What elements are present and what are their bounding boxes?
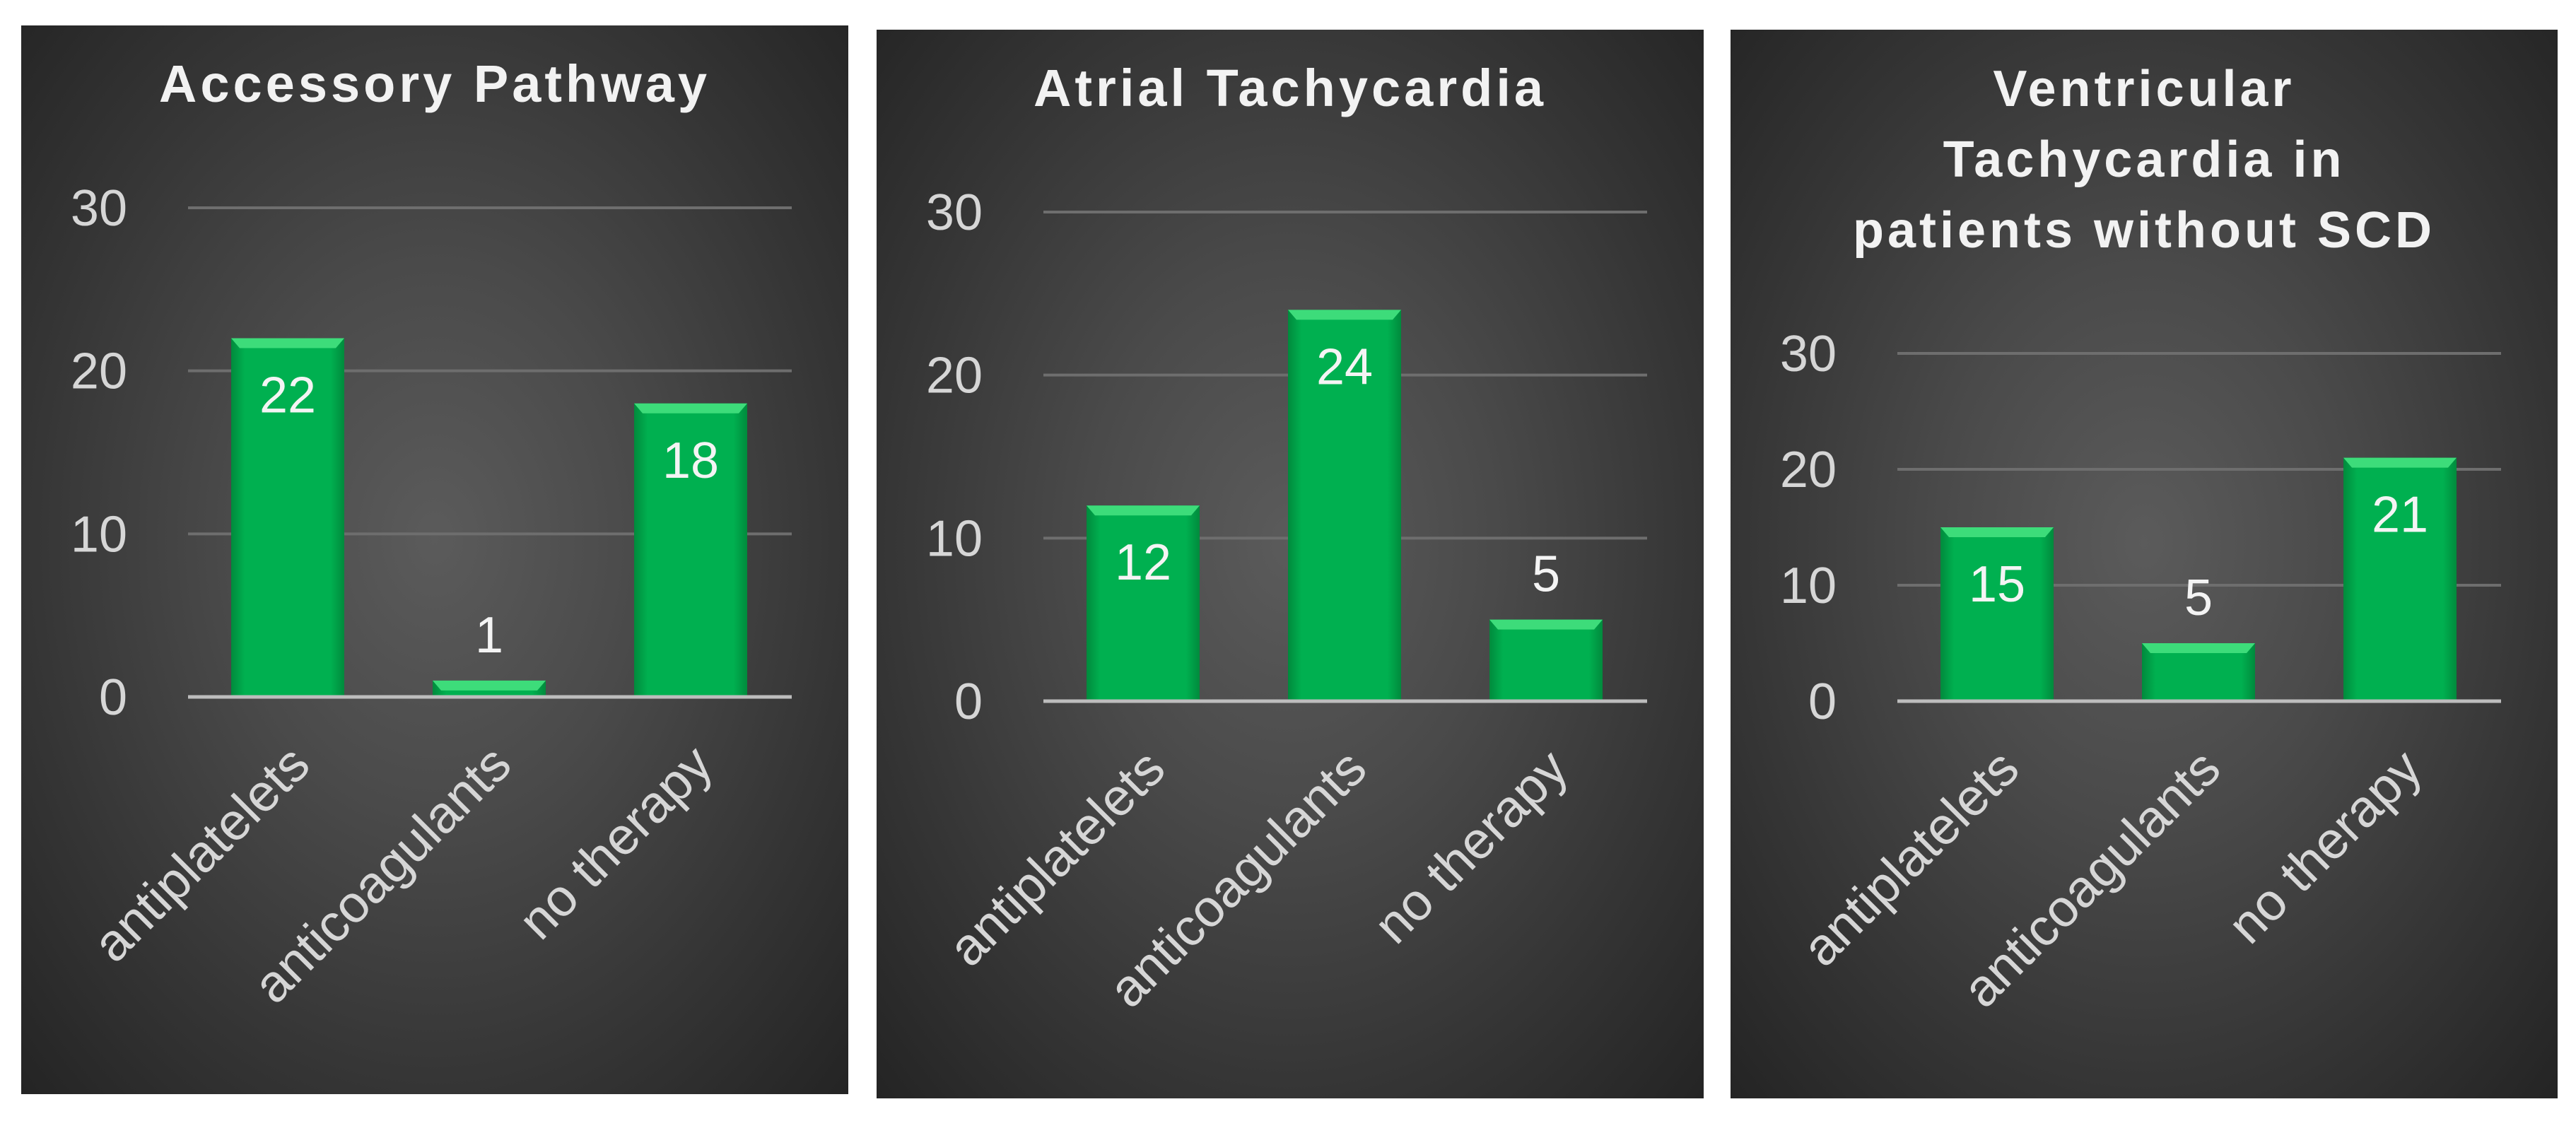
chart-panel-ventricular-tachycardia: Ventricular Tachycardia in patients withou…: [1731, 30, 2558, 1098]
chart-title-line-1: Ventricular: [1993, 61, 2295, 117]
data-label: 5: [2184, 570, 2213, 626]
bar-bevel: [433, 680, 546, 691]
bar-anticoagulants: [1288, 310, 1401, 701]
bar-bevel: [1087, 505, 1200, 516]
data-label: 5: [1532, 546, 1560, 603]
y-tick-label: 10: [1780, 558, 1837, 614]
data-label: 24: [1316, 339, 1373, 395]
chart-title: Atrial Tachycardia: [1034, 59, 1547, 117]
y-tick-label: 10: [71, 506, 127, 563]
y-tick-label: 30: [1780, 326, 1837, 382]
data-label: 1: [475, 607, 503, 664]
data-label: 18: [662, 433, 719, 489]
bar-no-therapy: [634, 403, 747, 697]
bar-bevel: [634, 403, 747, 413]
y-tick-label: 10: [926, 510, 983, 567]
chart-panel-accessory-pathway: Accessory Pathway 0 10 20 30 22 1 18 antiplatele…: [21, 25, 848, 1094]
y-tick-label: 30: [71, 180, 127, 237]
bar-no-therapy: [2343, 457, 2457, 701]
y-tick-label: 20: [1780, 442, 1837, 498]
bar-bevel: [1288, 310, 1401, 320]
data-label: 15: [1969, 556, 2025, 613]
y-tick-label: 0: [1808, 674, 1837, 730]
chart-title: Accessory Pathway: [159, 54, 710, 113]
y-tick-label: 20: [926, 348, 983, 404]
bar-antiplatelets: [1087, 505, 1200, 701]
chart-panel-atrial-tachycardia: Atrial Tachycardia 0 10 20 30 12 24 5 antiplatel…: [877, 30, 1704, 1098]
data-label: 21: [2372, 487, 2428, 544]
chart-svg-accessory-pathway: Accessory Pathway010203022118antiplatele…: [71, 54, 792, 1014]
y-tick-label: 30: [926, 184, 983, 241]
x-tick-label: no therapy: [2216, 739, 2432, 955]
data-label: 12: [1115, 534, 1171, 591]
bar-bevel: [1489, 619, 1603, 630]
bar-bevel: [2142, 643, 2255, 653]
bar-bevel: [231, 338, 344, 348]
chart-svg-ventricular-tachycardia: Ventricular Tachycardia in patients withou…: [1780, 61, 2501, 1019]
chart-title-line-2: Tachycardia in: [1943, 131, 2346, 188]
y-tick-label: 0: [99, 669, 127, 726]
chart-svg-atrial-tachycardia: Atrial Tachycardia010203012245antiplatel…: [926, 59, 1647, 1019]
y-tick-label: 0: [954, 674, 983, 730]
chart-title-line-3: patients without SCD: [1853, 202, 2435, 259]
x-tick-label: no therapy: [1362, 739, 1579, 955]
x-tick-label: no therapy: [507, 734, 723, 951]
bar-bevel: [2343, 457, 2457, 468]
bar-antiplatelets: [231, 338, 344, 697]
bar-no-therapy: [1489, 619, 1603, 701]
data-label: 22: [259, 368, 316, 424]
y-tick-label: 20: [71, 344, 127, 400]
bar-antiplatelets: [1940, 527, 2054, 701]
bar-bevel: [1940, 527, 2054, 537]
